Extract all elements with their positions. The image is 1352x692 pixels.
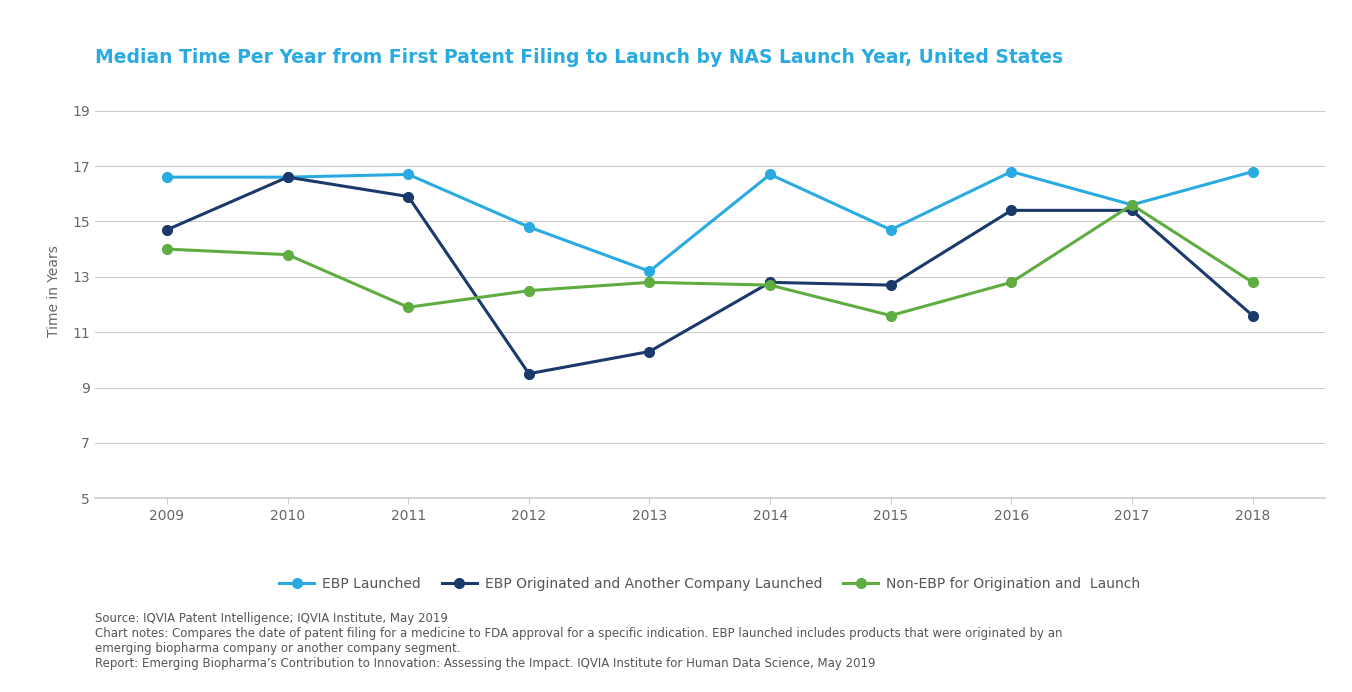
EBP Launched	[280, 173, 296, 181]
EBP Originated and Another Company Launched	[763, 278, 779, 286]
EBP Originated and Another Company Launched	[160, 226, 176, 234]
Y-axis label: Time in Years: Time in Years	[47, 245, 61, 336]
EBP Originated and Another Company Launched	[280, 173, 296, 181]
EBP Originated and Another Company Launched	[521, 370, 537, 378]
EBP Originated and Another Company Launched	[400, 192, 416, 201]
Non-EBP for Origination and  Launch	[641, 278, 657, 286]
Non-EBP for Origination and  Launch	[400, 303, 416, 311]
Non-EBP for Origination and  Launch	[1244, 278, 1260, 286]
EBP Launched	[1244, 167, 1260, 176]
EBP Launched	[160, 173, 176, 181]
Non-EBP for Origination and  Launch	[1124, 201, 1140, 209]
Line: Non-EBP for Origination and  Launch: Non-EBP for Origination and Launch	[162, 200, 1257, 320]
Text: Source: IQVIA Patent Intelligence; IQVIA Institute, May 2019
Chart notes: Compar: Source: IQVIA Patent Intelligence; IQVIA…	[95, 612, 1063, 671]
EBP Launched	[1003, 167, 1019, 176]
Non-EBP for Origination and  Launch	[1003, 278, 1019, 286]
EBP Originated and Another Company Launched	[1003, 206, 1019, 215]
EBP Launched	[521, 223, 537, 231]
EBP Originated and Another Company Launched	[883, 281, 899, 289]
EBP Originated and Another Company Launched	[1244, 311, 1260, 320]
EBP Originated and Another Company Launched	[1124, 206, 1140, 215]
Non-EBP for Origination and  Launch	[160, 245, 176, 253]
Non-EBP for Origination and  Launch	[763, 281, 779, 289]
EBP Launched	[641, 267, 657, 275]
EBP Launched	[763, 170, 779, 179]
EBP Originated and Another Company Launched	[641, 347, 657, 356]
Line: EBP Launched: EBP Launched	[162, 167, 1257, 276]
Text: Median Time Per Year from First Patent Filing to Launch by NAS Launch Year, Unit: Median Time Per Year from First Patent F…	[95, 48, 1063, 67]
EBP Launched	[400, 170, 416, 179]
EBP Launched	[1124, 201, 1140, 209]
Non-EBP for Origination and  Launch	[280, 251, 296, 259]
EBP Launched	[883, 226, 899, 234]
Non-EBP for Origination and  Launch	[521, 286, 537, 295]
Non-EBP for Origination and  Launch	[883, 311, 899, 320]
Legend: EBP Launched, EBP Originated and Another Company Launched, Non-EBP for Originati: EBP Launched, EBP Originated and Another…	[273, 572, 1146, 597]
Line: EBP Originated and Another Company Launched: EBP Originated and Another Company Launc…	[162, 172, 1257, 379]
